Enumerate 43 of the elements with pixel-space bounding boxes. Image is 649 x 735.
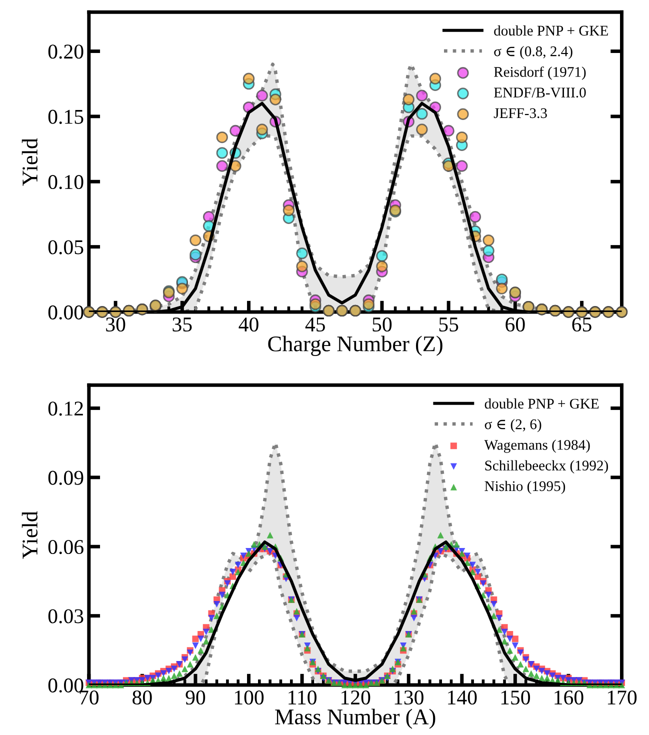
x-tick-label: 50 bbox=[372, 317, 392, 332]
legend-label: Reisdorf (1971) bbox=[494, 66, 586, 80]
x-tick-label: 65 bbox=[572, 318, 592, 332]
y-tick-label: 0.10 bbox=[48, 175, 84, 190]
x-tick-label: 160 bbox=[554, 690, 584, 705]
legend-label: Nishio (1995) bbox=[484, 480, 566, 494]
y-tick-label: 0.03 bbox=[48, 609, 84, 624]
legend-label: double PNP + GKE bbox=[494, 25, 608, 36]
legend-label: σ ∈ (2, 6) bbox=[484, 418, 542, 432]
y-tick-label: 0.06 bbox=[48, 540, 84, 554]
x-tick-label: 45 bbox=[305, 318, 325, 332]
x-tick-label: 130 bbox=[394, 690, 424, 705]
x-tick-label: 100 bbox=[234, 690, 264, 705]
x-tick-label: 80 bbox=[132, 690, 152, 705]
y-tick-label: 0.00 bbox=[48, 305, 84, 320]
legend-label: Wagemans (1984) bbox=[484, 440, 590, 453]
x-tick-label: 170 bbox=[608, 690, 637, 705]
x-tick-label: 110 bbox=[288, 690, 316, 705]
y-axis-title: Yield bbox=[22, 511, 38, 559]
x-tick-label: 120 bbox=[342, 690, 370, 705]
y-tick-label: 0.12 bbox=[48, 402, 83, 416]
legend-label: σ ∈ (0.8, 2.4) bbox=[494, 46, 572, 60]
legend-label: double PNP + GKE bbox=[484, 398, 599, 409]
x-tick-label: 60 bbox=[506, 317, 525, 332]
x-tick-label: 90 bbox=[186, 690, 206, 705]
x-axis-title: Charge Number (Z) bbox=[268, 336, 442, 356]
y-tick-label: 0.09 bbox=[48, 470, 84, 485]
y-tick-label: 0.15 bbox=[48, 110, 84, 124]
x-tick-label: 35 bbox=[172, 318, 192, 332]
x-tick-label: 40 bbox=[238, 317, 258, 332]
legend-label: ENDF/B-VIII.0 bbox=[494, 88, 586, 98]
x-tick-label: 150 bbox=[501, 690, 530, 705]
y-tick-label: 0.00 bbox=[48, 678, 84, 693]
x-tick-label: 30 bbox=[106, 317, 126, 332]
y-tick-label: 0.05 bbox=[48, 240, 84, 254]
x-tick-label: 55 bbox=[439, 318, 458, 332]
legend-label: Schillebeeckx (1992) bbox=[485, 460, 608, 474]
legend-label: JEFF-3.3 bbox=[494, 108, 547, 118]
x-tick-label: 140 bbox=[448, 690, 477, 705]
x-axis-title: Mass Number (A) bbox=[275, 708, 436, 729]
y-tick-label: 0.20 bbox=[48, 44, 84, 59]
y-axis-title: Yield bbox=[22, 138, 38, 186]
x-tick-label: 70 bbox=[80, 690, 99, 705]
